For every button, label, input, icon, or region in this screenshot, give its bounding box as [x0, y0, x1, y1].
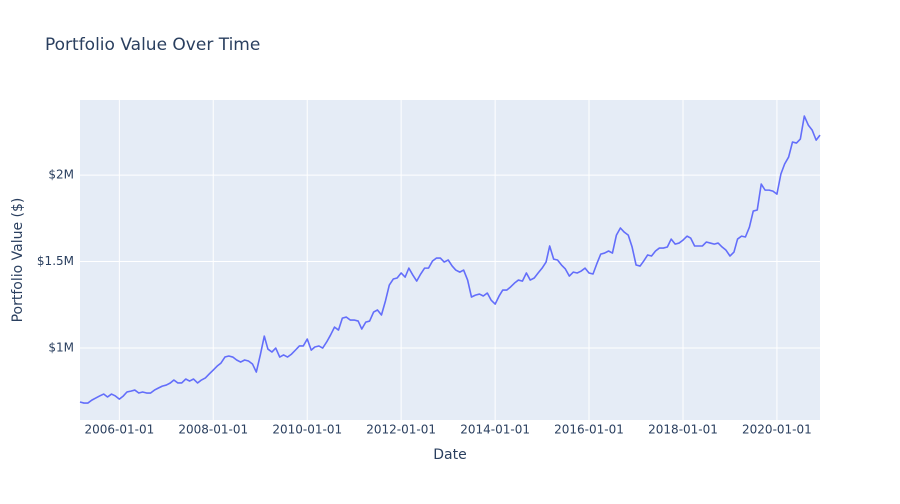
x-tick-label: 2016-01-01 [554, 423, 624, 437]
y-tick-label: $1.5M [37, 254, 74, 268]
x-tick-label: 2010-01-01 [272, 423, 342, 437]
x-tick-label: 2020-01-01 [742, 423, 812, 437]
y-tick-label: $2M [48, 168, 74, 182]
x-tick-label: 2012-01-01 [366, 423, 436, 437]
x-tick-label: 2014-01-01 [460, 423, 530, 437]
data-line [79, 115, 821, 404]
plot-area [80, 100, 820, 420]
x-tick-label: 2006-01-01 [84, 423, 154, 437]
y-tick-label: $1M [48, 341, 74, 355]
x-axis-title: Date [433, 447, 466, 463]
chart-title: Portfolio Value Over Time [45, 35, 260, 55]
x-tick-label: 2008-01-01 [178, 423, 248, 437]
y-axis-title: Portfolio Value ($) [10, 198, 26, 323]
x-tick-label: 2018-01-01 [648, 423, 718, 437]
